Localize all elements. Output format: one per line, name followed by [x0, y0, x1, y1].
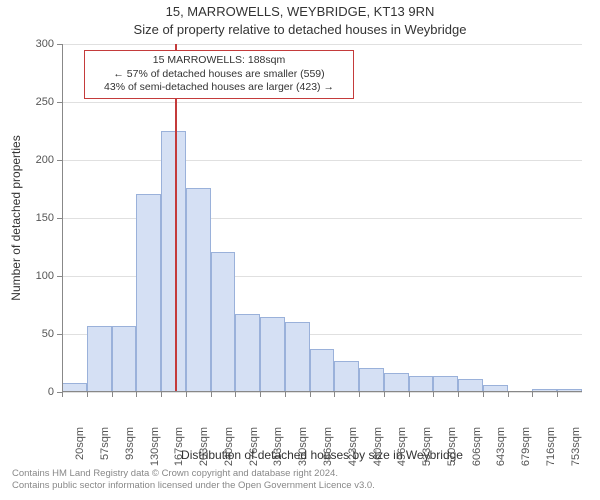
x-axis-line: [62, 391, 582, 392]
x-tick-mark: [186, 392, 187, 397]
title-main: 15, MARROWELLS, WEYBRIDGE, KT13 9RN: [0, 4, 600, 19]
x-tick-mark: [310, 392, 311, 397]
title-sub: Size of property relative to detached ho…: [0, 22, 600, 37]
y-tick-label: 150: [28, 212, 54, 224]
footer-line-2: Contains public sector information licen…: [12, 480, 600, 492]
y-tick-label: 0: [28, 386, 54, 398]
y-tick-mark: [57, 44, 62, 45]
histogram-bar: [112, 326, 137, 392]
grid-line: [62, 392, 582, 393]
y-tick-label: 100: [28, 270, 54, 282]
annotation-box: 15 MARROWELLS: 188sqm ← 57% of detached …: [84, 50, 354, 99]
annotation-line-2: ← 57% of detached houses are smaller (55…: [91, 68, 347, 82]
x-tick-mark: [211, 392, 212, 397]
x-tick-mark: [161, 392, 162, 397]
y-tick-mark: [57, 276, 62, 277]
y-tick-label: 50: [28, 328, 54, 340]
histogram-bar: [285, 322, 310, 392]
x-tick-mark: [285, 392, 286, 397]
grid-line: [62, 44, 582, 45]
x-tick-mark: [62, 392, 63, 397]
histogram-bar: [310, 349, 335, 392]
x-tick-mark: [334, 392, 335, 397]
y-tick-label: 200: [28, 154, 54, 166]
histogram-bar: [136, 194, 161, 392]
histogram-bar: [161, 131, 186, 392]
histogram-bar: [211, 252, 236, 392]
y-tick-mark: [57, 160, 62, 161]
x-tick-mark: [557, 392, 558, 397]
x-tick-mark: [409, 392, 410, 397]
figure: 15, MARROWELLS, WEYBRIDGE, KT13 9RN Size…: [0, 0, 600, 500]
y-tick-label: 250: [28, 96, 54, 108]
x-tick-mark: [260, 392, 261, 397]
annotation-line-1: 15 MARROWELLS: 188sqm: [91, 54, 347, 68]
histogram-bar: [260, 317, 285, 392]
histogram-bar: [334, 361, 359, 392]
x-tick-mark: [235, 392, 236, 397]
histogram-bar: [359, 368, 384, 392]
grid-line: [62, 102, 582, 103]
y-axis-line: [62, 44, 63, 392]
y-tick-mark: [57, 102, 62, 103]
footer-line-1: Contains HM Land Registry data © Crown c…: [12, 468, 600, 480]
x-tick-mark: [87, 392, 88, 397]
y-tick-label: 300: [28, 38, 54, 50]
histogram-bar: [186, 188, 211, 392]
histogram-bar: [409, 376, 434, 392]
x-tick-mark: [458, 392, 459, 397]
x-tick-mark: [508, 392, 509, 397]
grid-line: [62, 160, 582, 161]
x-tick-mark: [112, 392, 113, 397]
histogram-bar: [384, 373, 409, 392]
y-tick-mark: [57, 218, 62, 219]
x-tick-mark: [359, 392, 360, 397]
y-axis-title: Number of detached properties: [9, 44, 23, 392]
x-tick-mark: [433, 392, 434, 397]
x-axis-title: Distribution of detached houses by size …: [62, 448, 582, 462]
x-tick-mark: [136, 392, 137, 397]
y-tick-mark: [57, 334, 62, 335]
footer: Contains HM Land Registry data © Crown c…: [0, 468, 600, 492]
histogram-bar: [433, 376, 458, 392]
annotation-line-3: 43% of semi-detached houses are larger (…: [91, 81, 347, 95]
x-tick-mark: [532, 392, 533, 397]
histogram-bar: [87, 326, 112, 392]
x-tick-mark: [384, 392, 385, 397]
x-tick-mark: [483, 392, 484, 397]
histogram-bar: [235, 314, 260, 392]
